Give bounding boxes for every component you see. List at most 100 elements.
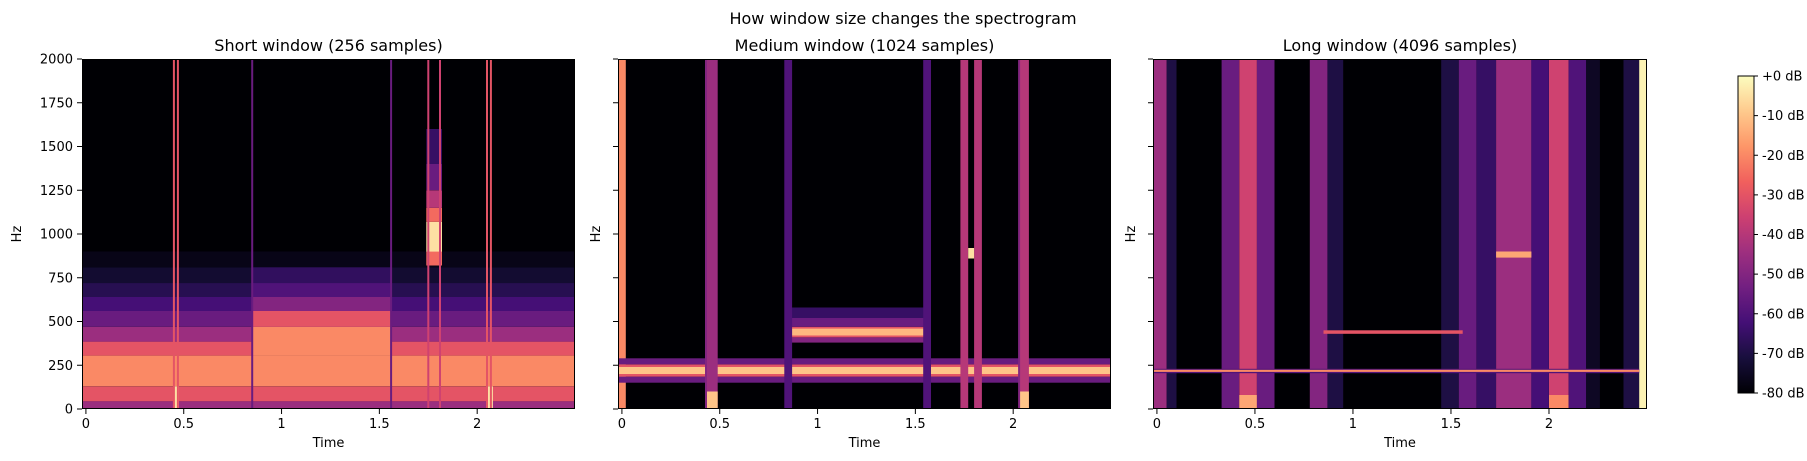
y-tick-label: 500 bbox=[48, 315, 73, 330]
spectrogram-image bbox=[82, 59, 575, 409]
spectrogram-band bbox=[1568, 59, 1587, 409]
spectrogram-background bbox=[618, 59, 1111, 409]
spectrogram-band bbox=[1549, 395, 1569, 409]
spectrogram-band bbox=[426, 164, 442, 191]
spectrogram-band bbox=[1221, 59, 1240, 409]
x-tick-label: 2 bbox=[1545, 417, 1553, 432]
y-tick-label: 1750 bbox=[40, 96, 73, 111]
spectrogram-band bbox=[252, 267, 392, 284]
spectrogram-panel-2: Medium window (1024 samples) 0 0.5 1 1.5 2 Tim… bbox=[589, 36, 1111, 451]
x-axis-label: Time bbox=[1383, 436, 1416, 451]
spectrogram-band bbox=[1239, 395, 1257, 409]
y-tick-label: 1000 bbox=[40, 228, 73, 243]
spectrogram-band bbox=[1586, 59, 1600, 409]
x-tick-label: 2 bbox=[1009, 417, 1017, 432]
spectrogram-band bbox=[786, 337, 929, 343]
spectrogram-band bbox=[1323, 330, 1463, 334]
x-tick-label: 0.5 bbox=[709, 417, 730, 432]
colorbar-tick-label: -70 dB bbox=[1762, 347, 1805, 362]
spectrogram-band bbox=[784, 59, 793, 409]
spectrogram-band bbox=[252, 326, 392, 356]
spectrogram-transient-line bbox=[172, 59, 175, 409]
y-tick-label: 250 bbox=[48, 359, 73, 374]
spectrogram-panels: Short window (256 samples) 0 0.5 1 1.5 2 Time 0… bbox=[10, 36, 1647, 451]
colorbar-tick-label: -30 dB bbox=[1762, 188, 1805, 203]
colorbar-tick-label: +0 dB bbox=[1762, 70, 1802, 85]
spectrogram-band bbox=[426, 221, 442, 252]
spectrogram-band bbox=[960, 59, 969, 409]
colorbar-tick-label: -60 dB bbox=[1762, 307, 1805, 322]
spectrogram-panel-3: Long window (4096 samples) 0 0.5 1 1.5 2 Time H… bbox=[1124, 36, 1647, 451]
spectrogram-band bbox=[1458, 59, 1477, 409]
spectrogram-band bbox=[426, 190, 442, 208]
x-tick-label: 0.5 bbox=[173, 417, 194, 432]
x-tick-label: 0 bbox=[1153, 417, 1161, 432]
spectrogram-band bbox=[1166, 59, 1177, 409]
spectrogram-transient-line bbox=[427, 59, 430, 409]
colorbar-tick-label: -50 dB bbox=[1762, 268, 1805, 283]
spectrogram-band bbox=[706, 391, 718, 409]
spectrogram-band bbox=[1496, 251, 1532, 258]
x-tick-label: 2 bbox=[473, 417, 481, 432]
spectrogram-band bbox=[786, 328, 929, 336]
spectrogram-band bbox=[618, 358, 1111, 365]
spectrogram-band bbox=[1019, 391, 1029, 409]
spectrogram-transient-line bbox=[1018, 59, 1021, 409]
spectrogram-band bbox=[618, 364, 1111, 367]
spectrogram-band bbox=[1309, 59, 1328, 409]
spectrogram-band bbox=[252, 283, 392, 297]
y-axis-label: Hz bbox=[10, 226, 25, 243]
spectrogram-band bbox=[426, 251, 442, 266]
spectrogram-band bbox=[786, 318, 929, 327]
spectrogram-band bbox=[82, 251, 575, 268]
spectrogram-band bbox=[1153, 59, 1167, 409]
spectrogram-band bbox=[706, 59, 718, 409]
y-axis-label: Hz bbox=[589, 226, 604, 243]
spectrogram-transient-line bbox=[486, 59, 488, 409]
spectrogram-transient-line bbox=[390, 59, 393, 409]
x-tick-label: 1.5 bbox=[1441, 417, 1462, 432]
spectrogram-transient-line bbox=[705, 59, 707, 409]
spectrogram-band bbox=[786, 307, 929, 318]
x-tick-label: 1 bbox=[813, 417, 821, 432]
spectrogram-band bbox=[618, 367, 1111, 374]
y-tick-label: 2000 bbox=[40, 53, 73, 68]
spectrogram-band bbox=[1239, 59, 1257, 409]
spectrogram-band bbox=[82, 386, 575, 402]
y-tick-label: 0 bbox=[65, 403, 73, 418]
colorbar-gradient bbox=[1737, 75, 1755, 394]
spectrogram-image bbox=[618, 59, 1111, 409]
x-tick-label: 1.5 bbox=[369, 417, 390, 432]
spectrogram-band bbox=[786, 326, 929, 329]
x-tick-label: 1 bbox=[1349, 417, 1357, 432]
colorbar-tick-label: -80 dB bbox=[1762, 387, 1805, 402]
figure-suptitle: How window size changes the spectrogram bbox=[729, 9, 1076, 28]
spectrogram-image bbox=[1153, 59, 1647, 409]
spectrogram-band bbox=[1531, 59, 1549, 409]
spectrogram-band bbox=[786, 335, 929, 338]
x-tick-label: 0.5 bbox=[1245, 417, 1266, 432]
spectrogram-band bbox=[173, 386, 179, 409]
y-tick-label: 1250 bbox=[40, 184, 73, 199]
spectrogram-band bbox=[968, 248, 975, 259]
spectrogram-band bbox=[1256, 59, 1275, 409]
colorbar-tick-label: -10 dB bbox=[1762, 109, 1805, 124]
spectrogram-band bbox=[426, 129, 442, 164]
spectrogram-transient-line bbox=[489, 59, 492, 409]
spectrogram-transient-line bbox=[251, 59, 254, 409]
spectrogram-panel-1: Short window (256 samples) 0 0.5 1 1.5 2 Time 0… bbox=[10, 36, 575, 451]
spectrogram-band bbox=[1639, 59, 1647, 409]
y-tick-label: 1500 bbox=[40, 140, 73, 155]
x-axis-label: Time bbox=[848, 436, 881, 451]
x-tick-label: 0 bbox=[82, 417, 90, 432]
spectrogram-band bbox=[1623, 59, 1640, 409]
spectrogram-band bbox=[1549, 59, 1569, 409]
spectrogram-band bbox=[618, 374, 1111, 377]
panel-title: Long window (4096 samples) bbox=[1283, 36, 1517, 55]
spectrogram-band bbox=[618, 59, 626, 409]
spectrogram-band bbox=[1476, 59, 1497, 409]
spectrogram-transient-line bbox=[439, 59, 441, 409]
axes-frame bbox=[1153, 59, 1647, 409]
y-tick-label: 750 bbox=[48, 271, 73, 286]
